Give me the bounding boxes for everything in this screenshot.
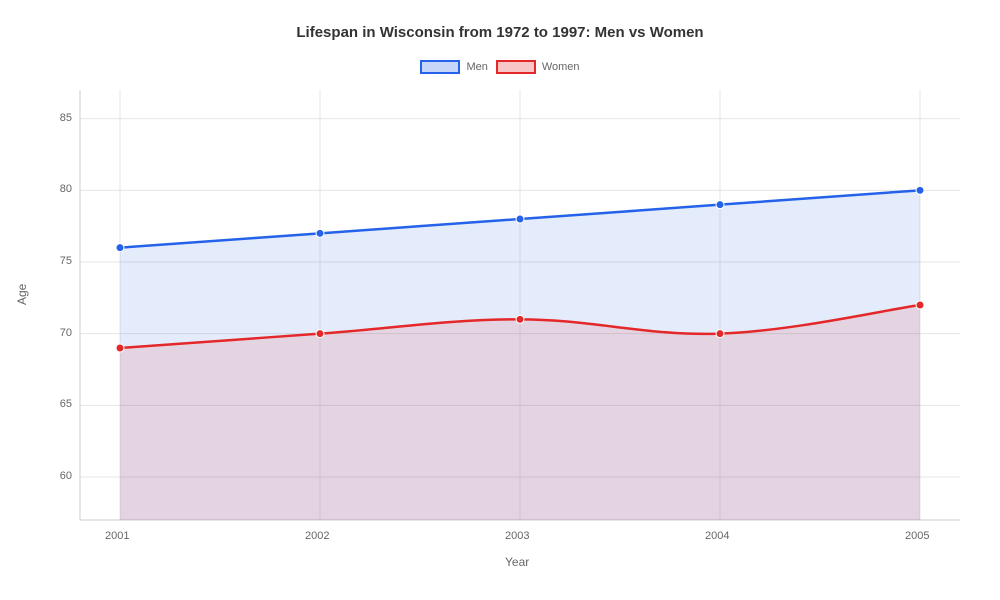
legend-swatch-men (420, 60, 460, 74)
y-tick-label: 80 (60, 183, 72, 195)
y-tick-label: 65 (60, 398, 72, 410)
legend-label-men: Men (466, 61, 487, 73)
chart-title: Lifespan in Wisconsin from 1972 to 1997:… (0, 24, 1000, 41)
marker-men-0[interactable] (116, 244, 124, 252)
y-tick-label: 75 (60, 255, 72, 267)
marker-women-1[interactable] (316, 330, 324, 338)
legend-swatch-women (496, 60, 536, 74)
marker-men-4[interactable] (916, 186, 924, 194)
marker-women-2[interactable] (516, 315, 524, 323)
x-tick-label: 2001 (105, 530, 129, 542)
marker-men-2[interactable] (516, 215, 524, 223)
x-axis-label: Year (505, 555, 529, 569)
y-tick-label: 70 (60, 327, 72, 339)
legend-item-men[interactable]: Men (420, 60, 487, 74)
x-tick-label: 2002 (305, 530, 329, 542)
legend: Men Women (0, 60, 1000, 74)
y-tick-label: 60 (60, 470, 72, 482)
legend-label-women: Women (542, 61, 580, 73)
marker-women-0[interactable] (116, 344, 124, 352)
y-tick-label: 85 (60, 112, 72, 124)
x-tick-label: 2005 (905, 530, 929, 542)
plot-area (80, 90, 960, 520)
legend-item-women[interactable]: Women (496, 60, 580, 74)
x-tick-label: 2003 (505, 530, 529, 542)
marker-women-3[interactable] (716, 330, 724, 338)
chart-container: Lifespan in Wisconsin from 1972 to 1997:… (0, 0, 1000, 600)
marker-men-3[interactable] (716, 201, 724, 209)
marker-men-1[interactable] (316, 229, 324, 237)
marker-women-4[interactable] (916, 301, 924, 309)
x-tick-label: 2004 (705, 530, 729, 542)
plot-svg (80, 90, 960, 520)
y-axis-label: Age (15, 284, 29, 305)
